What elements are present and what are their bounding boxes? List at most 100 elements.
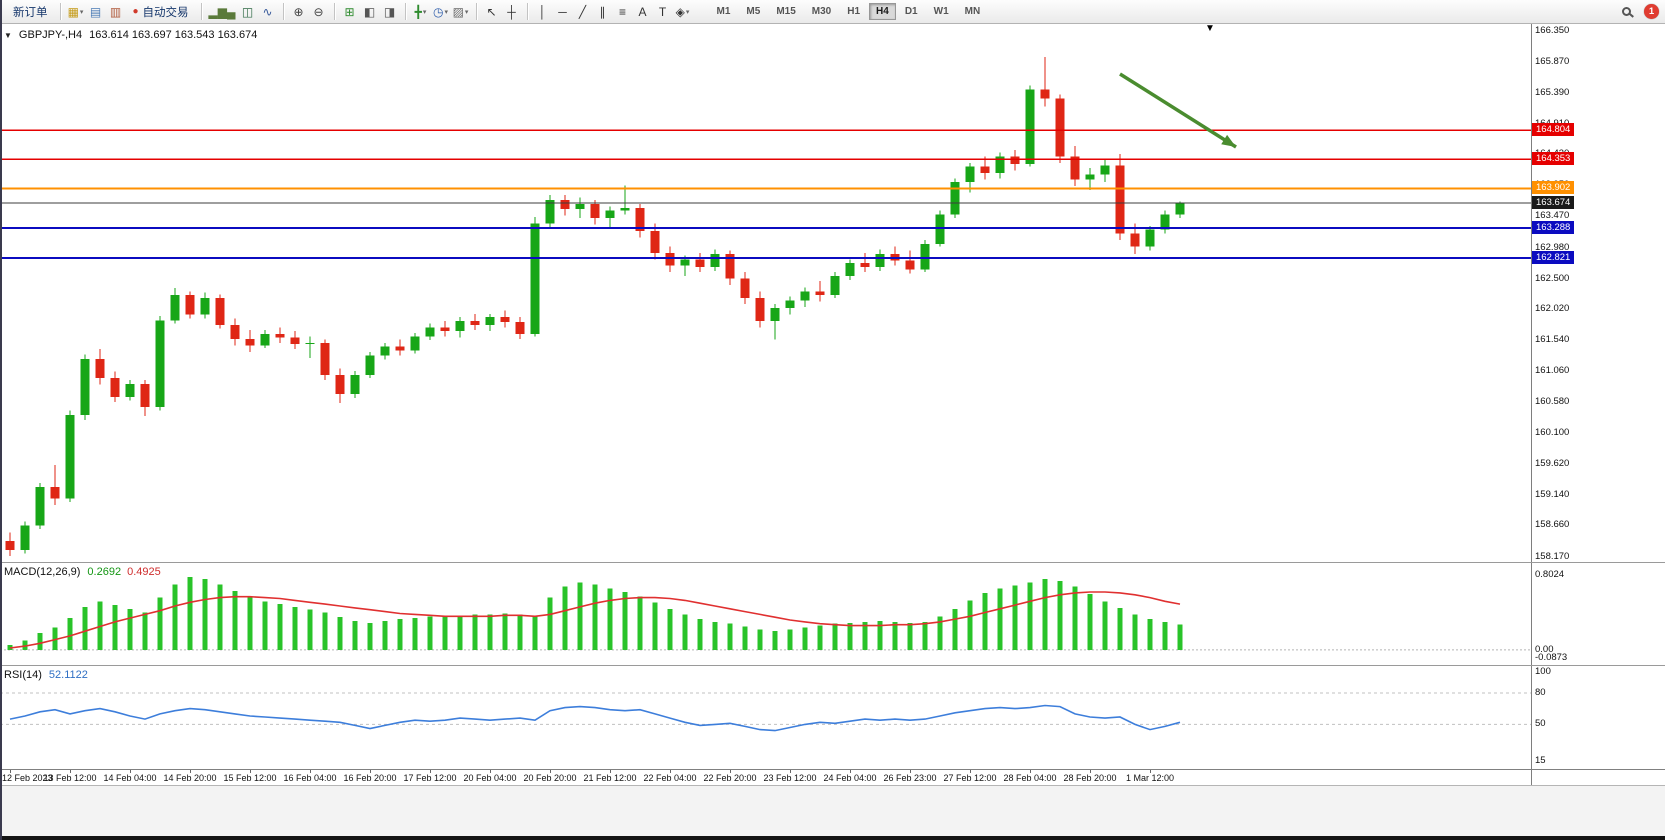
main-chart-panel: ▼ GBPJPY-,H4 163.614 163.697 163.543 163… bbox=[0, 24, 1665, 562]
autotrading-button[interactable]: ● 自动交易 bbox=[132, 6, 189, 19]
chart-collapse-icon[interactable]: ▼ bbox=[4, 30, 12, 40]
time-axis-label: 12 Feb 2023 bbox=[2, 773, 53, 783]
window-bottom-edge bbox=[0, 836, 1665, 840]
chart-symbol-period: GBPJPY-,H4 bbox=[18, 29, 83, 41]
macd-chart[interactable] bbox=[0, 563, 1531, 665]
timeframe-button-m1[interactable]: M1 bbox=[716, 6, 731, 17]
crosshair-icon[interactable]: ┼ bbox=[507, 4, 516, 19]
time-axis-tick bbox=[1030, 770, 1031, 773]
rsi-scale-label: 15 bbox=[1535, 755, 1546, 766]
timeframe-button-w1[interactable]: W1 bbox=[933, 6, 949, 17]
periods-icon[interactable]: ◷ ▾ bbox=[433, 4, 449, 19]
time-axis-tick bbox=[430, 770, 431, 773]
channel-icon[interactable]: ∥ bbox=[599, 4, 606, 19]
text-label-icon[interactable]: T bbox=[658, 4, 667, 19]
macd-label: MACD(12,26,9) 0.2692 0.4925 bbox=[4, 566, 161, 578]
time-axis-tick bbox=[370, 770, 371, 773]
candlestick-chart-icon[interactable]: ◫ bbox=[241, 4, 254, 19]
time-axis-label: 28 Feb 04:00 bbox=[1003, 773, 1057, 783]
trendline-icon[interactable]: ╱ bbox=[578, 4, 587, 19]
vertical-line-icon[interactable]: │ bbox=[538, 4, 547, 19]
rsi-scale-label: 50 bbox=[1535, 718, 1546, 730]
zoom-in-icon[interactable]: ⊕ bbox=[293, 4, 304, 19]
zoom-out-icon[interactable]: ⊖ bbox=[313, 4, 324, 19]
time-axis-label: 26 Feb 23:00 bbox=[883, 773, 937, 783]
macd-value-main: 0.2692 bbox=[87, 566, 122, 578]
terminal-icon[interactable]: ▥ bbox=[109, 4, 122, 19]
price-line-badge[interactable]: 163.288 bbox=[1532, 220, 1575, 234]
toolbar-separator bbox=[475, 3, 477, 20]
price-axis-label: 162.500 bbox=[1535, 272, 1570, 284]
price-axis-label: 161.540 bbox=[1535, 334, 1570, 346]
macd-scale-label: 0.00 bbox=[1535, 643, 1554, 655]
price-axis[interactable]: 166.350165.870165.390164.910164.430163.9… bbox=[1532, 24, 1665, 562]
rsi-value: 52.1122 bbox=[48, 669, 88, 681]
time-axis-tick bbox=[130, 770, 131, 773]
new-order-button[interactable]: 新订单 bbox=[13, 6, 48, 19]
price-line-badge[interactable]: 163.674 bbox=[1532, 196, 1575, 210]
text-icon[interactable]: A bbox=[638, 4, 647, 19]
timeframe-button-d1[interactable]: D1 bbox=[904, 6, 918, 17]
time-axis-tick bbox=[310, 770, 311, 773]
time-axis-tick bbox=[70, 770, 71, 773]
cursor-icon[interactable]: ↖ bbox=[486, 4, 497, 19]
time-axis-label: 21 Feb 12:00 bbox=[583, 773, 637, 783]
toolbar-separator bbox=[333, 3, 335, 20]
timeframe-button-h1[interactable]: H1 bbox=[847, 6, 861, 17]
price-axis-label: 164.910 bbox=[1535, 118, 1569, 129]
rsi-chart[interactable] bbox=[0, 666, 1531, 769]
macd-plot: MACD(12,26,9) 0.2692 0.4925 bbox=[0, 563, 1532, 665]
chart-list-icon[interactable]: ◨ bbox=[383, 4, 396, 19]
new-chart-icon[interactable]: ◧ bbox=[363, 4, 376, 19]
timeframe-button-h4[interactable]: H4 bbox=[869, 3, 896, 20]
horizontal-line-icon[interactable]: ─ bbox=[558, 4, 567, 19]
indicators-icon[interactable]: ╋ ▾ bbox=[414, 4, 427, 19]
price-line-badge[interactable]: 162.821 bbox=[1532, 250, 1575, 264]
price-line-badge[interactable]: 163.902 bbox=[1532, 181, 1575, 195]
rsi-plot: RSI(14) 52.1122 bbox=[0, 666, 1532, 769]
chart-window: ▼ GBPJPY-,H4 163.614 163.697 163.543 163… bbox=[0, 24, 1665, 840]
shapes-icon[interactable]: ◈ ▾ bbox=[675, 4, 690, 19]
rsi-axis[interactable]: 100 80 50 15 bbox=[1532, 666, 1665, 769]
chart-shift-marker[interactable]: ▼ bbox=[1205, 24, 1215, 34]
time-axis-tick bbox=[790, 770, 791, 773]
timeframe-button-mn[interactable]: MN bbox=[964, 6, 981, 17]
bar-chart-icon[interactable]: ▂▆▄ bbox=[208, 4, 236, 19]
time-axis-label: 1 Mar 12:00 bbox=[1125, 773, 1175, 783]
price-axis-label: 163.470 bbox=[1535, 210, 1570, 222]
timeframe-button-m30[interactable]: M30 bbox=[811, 6, 832, 17]
timeframe-button-m5[interactable]: M5 bbox=[746, 6, 761, 17]
rsi-name: RSI(14) bbox=[4, 669, 42, 681]
trend-arrow-annotation[interactable] bbox=[1119, 72, 1237, 149]
status-strip bbox=[0, 785, 1665, 836]
price-axis-label: 160.100 bbox=[1535, 426, 1570, 438]
time-axis-label: 13 Feb 12:00 bbox=[43, 773, 97, 783]
notification-badge[interactable]: 1 bbox=[1644, 4, 1659, 19]
time-axis[interactable]: 12 Feb 2023 13 Feb 12:00 14 Feb 04:00 14 Fe… bbox=[0, 770, 1532, 785]
price-line-badge[interactable]: 164.804 bbox=[1532, 123, 1575, 137]
toolbar-separator bbox=[282, 3, 284, 20]
price-lines bbox=[0, 129, 1531, 259]
candlestick-plot[interactable] bbox=[0, 24, 1531, 562]
rsi-scale-label: 100 bbox=[1535, 666, 1551, 677]
toolbar-separator bbox=[526, 3, 528, 20]
time-axis-label: 20 Feb 20:00 bbox=[523, 773, 577, 783]
search-icon[interactable] bbox=[1616, 3, 1636, 21]
macd-name: MACD(12,26,9) bbox=[4, 566, 81, 578]
timeframe-button-m15[interactable]: M15 bbox=[776, 6, 796, 17]
time-axis-tick bbox=[1150, 770, 1151, 773]
templates-icon[interactable]: ▨ ▾ bbox=[452, 4, 469, 19]
charts-menu-icon[interactable]: ▦ ▾ bbox=[67, 4, 84, 19]
time-axis-tick bbox=[910, 770, 911, 773]
toolbar-separator bbox=[59, 3, 61, 20]
profiles-icon[interactable]: ▤ bbox=[89, 4, 102, 19]
time-axis-tick bbox=[550, 770, 551, 773]
price-line-badge[interactable]: 164.353 bbox=[1532, 152, 1575, 166]
line-chart-icon[interactable]: ∿ bbox=[262, 4, 273, 19]
main-chart-plot: ▼ GBPJPY-,H4 163.614 163.697 163.543 163… bbox=[0, 24, 1532, 562]
tile-windows-icon[interactable]: ⊞ bbox=[344, 4, 355, 19]
macd-axis[interactable]: 0.8024 0.00 -0.0873 bbox=[1532, 563, 1665, 665]
fibonacci-icon[interactable]: ≡ bbox=[619, 4, 627, 19]
price-axis-label: 161.060 bbox=[1535, 365, 1570, 377]
